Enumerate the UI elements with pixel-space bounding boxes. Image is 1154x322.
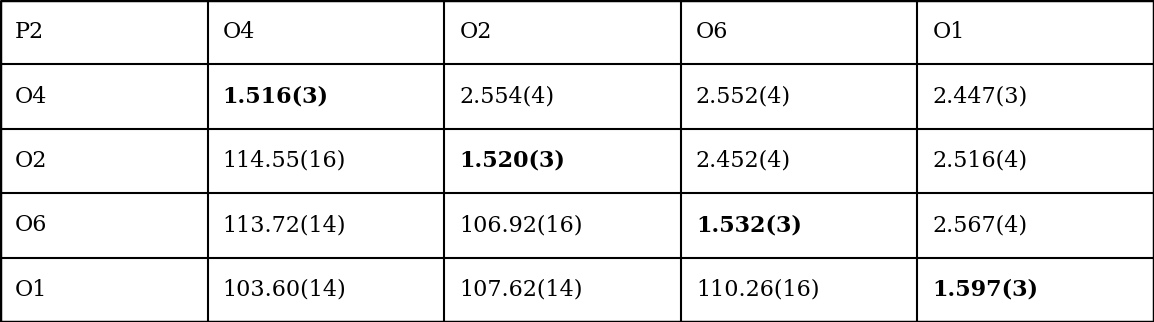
Text: O1: O1 [932, 21, 965, 43]
Text: 114.55(16): 114.55(16) [223, 150, 346, 172]
Text: 2.554(4): 2.554(4) [459, 86, 554, 108]
Text: 1.516(3): 1.516(3) [223, 86, 329, 108]
Text: 103.60(14): 103.60(14) [223, 279, 346, 301]
Text: 2.567(4): 2.567(4) [932, 214, 1027, 236]
Text: 1.532(3): 1.532(3) [696, 214, 802, 236]
Text: O2: O2 [459, 21, 492, 43]
Text: O2: O2 [15, 150, 47, 172]
Text: 2.452(4): 2.452(4) [696, 150, 790, 172]
Text: 107.62(14): 107.62(14) [459, 279, 583, 301]
Text: O6: O6 [15, 214, 47, 236]
Text: 2.516(4): 2.516(4) [932, 150, 1027, 172]
Text: O1: O1 [15, 279, 47, 301]
Text: 2.447(3): 2.447(3) [932, 86, 1028, 108]
Text: 2.552(4): 2.552(4) [696, 86, 790, 108]
Text: P2: P2 [15, 21, 44, 43]
Text: 106.92(16): 106.92(16) [459, 214, 583, 236]
Text: O4: O4 [15, 86, 47, 108]
Text: 1.597(3): 1.597(3) [932, 279, 1039, 301]
Text: O4: O4 [223, 21, 255, 43]
Text: 1.520(3): 1.520(3) [459, 150, 565, 172]
Text: 110.26(16): 110.26(16) [696, 279, 819, 301]
Text: 113.72(14): 113.72(14) [223, 214, 346, 236]
Text: O6: O6 [696, 21, 728, 43]
